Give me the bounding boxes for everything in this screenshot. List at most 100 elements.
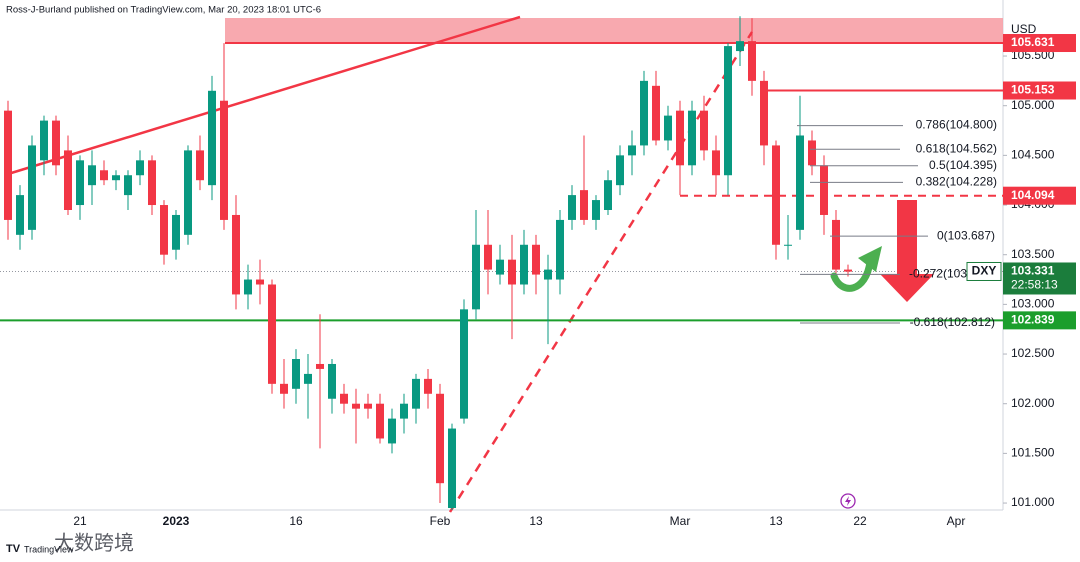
- candle-body: [664, 115, 672, 141]
- candle-body: [52, 120, 60, 166]
- candle-body: [4, 110, 12, 220]
- candle-body: [652, 85, 660, 141]
- candle-body: [136, 160, 144, 176]
- watermark-cn: 大数跨境: [54, 531, 134, 554]
- candle-body: [544, 269, 552, 280]
- x-tick-label: Apr: [947, 514, 966, 528]
- fib-label: -0.272(103: [909, 267, 967, 281]
- price-tag-label: 105.153: [1011, 83, 1055, 97]
- fib-label: 0(103.687): [937, 228, 995, 242]
- candle-body: [832, 219, 840, 270]
- candle-body: [808, 140, 816, 166]
- candle-body: [280, 383, 288, 394]
- candle-body: [28, 145, 36, 230]
- candle-body: [604, 180, 612, 210]
- candle-body: [616, 155, 624, 186]
- currency-label: USD: [1011, 22, 1037, 36]
- x-tick-label: 21: [73, 514, 87, 528]
- candle-body: [748, 41, 756, 81]
- candle-body: [592, 200, 600, 220]
- candle-body: [76, 160, 84, 206]
- symbol-label: DXY: [972, 264, 997, 278]
- price-tag-label: 102.839: [1011, 313, 1055, 327]
- axes: 105.500105.000104.500104.000103.500103.0…: [73, 34, 1076, 528]
- candle-body: [496, 259, 504, 275]
- green-arrowhead: [858, 246, 882, 272]
- candle-body: [64, 150, 72, 210]
- candle-body: [784, 244, 792, 246]
- y-tick-label: 103.000: [1011, 297, 1055, 311]
- y-tick-label: 102.500: [1011, 346, 1055, 360]
- y-tick-label: 105.000: [1011, 98, 1055, 112]
- candle-body: [772, 145, 780, 245]
- candle-body: [100, 170, 108, 181]
- candle-body: [196, 150, 204, 181]
- candle-body: [472, 244, 480, 310]
- candle-body: [232, 214, 240, 295]
- x-tick-label: 13: [769, 514, 783, 528]
- candle-body: [88, 165, 96, 186]
- fib-label: -0.618(102.812): [910, 315, 995, 329]
- x-tick-label: 22: [853, 514, 867, 528]
- candle-body: [316, 363, 324, 369]
- candle-body: [820, 165, 828, 215]
- candle-body: [208, 90, 216, 186]
- candle-body: [172, 214, 180, 250]
- candles: [4, 16, 852, 510]
- candle-body: [268, 284, 276, 384]
- price-tag-label: 105.631: [1011, 35, 1055, 49]
- candle-body: [400, 403, 408, 419]
- candle-body: [340, 393, 348, 404]
- resistance-zone: [225, 18, 1003, 42]
- watermark: TradingView: [24, 544, 74, 554]
- green-arrow: [830, 258, 874, 292]
- candle-body: [736, 41, 744, 52]
- price-tag: [1003, 34, 1076, 53]
- fib-label: 0.5(104.395): [929, 158, 997, 172]
- candle-body: [712, 150, 720, 176]
- candle-body: [256, 279, 264, 285]
- candle-body: [292, 359, 300, 389]
- candle-body: [556, 219, 564, 280]
- event-icon-bolt: [845, 496, 851, 506]
- candle-body: [16, 195, 24, 235]
- x-tick-label: 13: [529, 514, 543, 528]
- candle-body: [760, 80, 768, 146]
- candle-body: [148, 160, 156, 206]
- candle-body: [328, 363, 336, 399]
- price-tag-label: 104.094: [1011, 188, 1055, 202]
- candle-body: [532, 244, 540, 275]
- price-tag-label: 103.331: [1011, 264, 1055, 278]
- candle-body: [112, 175, 120, 181]
- price-tag: [1003, 186, 1076, 205]
- x-tick-label: Mar: [670, 514, 691, 528]
- candle-body: [484, 244, 492, 270]
- candle-body: [580, 190, 588, 220]
- candle-body: [244, 279, 252, 295]
- candle-body: [40, 120, 48, 161]
- candle-body: [424, 378, 432, 394]
- candle-body: [304, 373, 312, 384]
- y-tick-label: 101.500: [1011, 446, 1055, 460]
- price-tag: [1003, 81, 1076, 100]
- red-arrow: [897, 200, 917, 276]
- x-tick-label: 2023: [163, 514, 190, 528]
- candle-body: [376, 403, 384, 439]
- y-tick-label: 101.000: [1011, 495, 1055, 509]
- x-tick-label: Feb: [430, 514, 451, 528]
- candle-body: [520, 244, 528, 285]
- candle-body: [436, 393, 444, 484]
- fib-label: 0.382(104.228): [916, 175, 997, 189]
- candle-body: [628, 145, 636, 156]
- header: Ross-J-Burland published on TradingView.…: [6, 5, 321, 16]
- candle-body: [640, 80, 648, 146]
- candle-body: [412, 378, 420, 409]
- x-tick-label: 16: [289, 514, 303, 528]
- fib-levels: 0.786(104.800) 0.618(104.562) 0.5(104.395)…: [797, 118, 997, 329]
- candle-body: [844, 269, 852, 272]
- y-tick-label: 104.500: [1011, 148, 1055, 162]
- red-arrowhead: [880, 274, 934, 302]
- price-tag: [1003, 262, 1076, 295]
- candle-body: [184, 150, 192, 235]
